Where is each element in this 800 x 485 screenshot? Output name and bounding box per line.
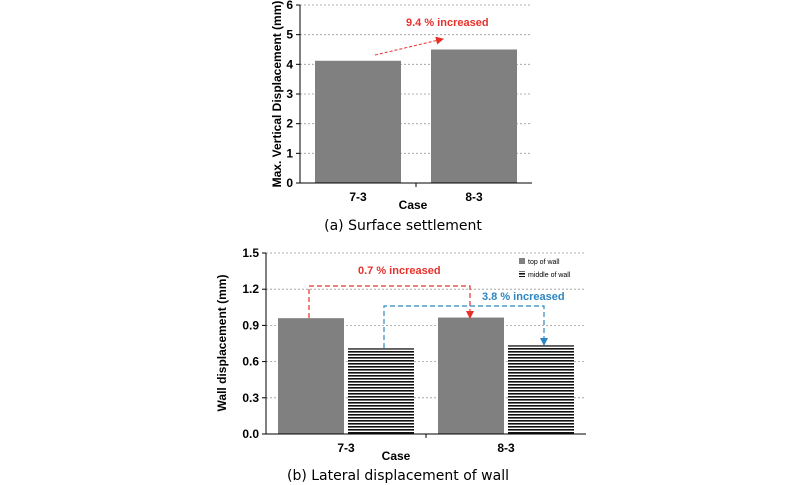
y-tick-label: 5 [286, 28, 293, 42]
y-tick-label: 2 [286, 117, 293, 131]
y-axis-title: Max. Vertical Displacement (mm) [270, 1, 284, 188]
x-tick-label: 8-3 [497, 441, 515, 455]
bars [315, 49, 517, 184]
y-tick-label: 3 [286, 87, 293, 101]
x-tick-label: 7-3 [349, 190, 367, 204]
annotation-bracket-blue [383, 305, 548, 348]
y-tick-label: 4 [286, 57, 293, 71]
x-tick-label: 7-3 [337, 441, 355, 455]
x-tick-labels: 7-3 8-3 [349, 183, 483, 204]
y-axis-title: Wall displacement (mm) [215, 275, 229, 412]
y-tick-label: 1.5 [242, 246, 259, 260]
y-tick-label: 1.2 [242, 282, 259, 296]
caption-b: (b) Lateral displacement of wall [287, 468, 509, 484]
bar-8-3-top-of-wall [438, 317, 504, 434]
bar-8-3-middle-of-wall [508, 345, 574, 434]
y-tick-label: 0.0 [242, 427, 259, 441]
annotation-red: 9.4 % increased [406, 17, 489, 29]
y-tick-label: 0.6 [242, 355, 259, 369]
bars [278, 317, 574, 434]
caption-a: (a) Surface settlement [324, 218, 482, 234]
bar-7-3 [315, 60, 401, 184]
annotation-bracket-red [308, 285, 474, 319]
y-tick-label: 0 [286, 176, 293, 190]
annotation-blue: 3.8 % increased [482, 291, 565, 303]
x-axis-title: Case [399, 198, 428, 212]
annotation-red: 0.7 % increased [358, 265, 441, 277]
bar-7-3-top-of-wall [278, 318, 344, 434]
legend-swatch-middle-of-wall [519, 271, 525, 277]
x-tick-labels: 7-3 8-3 [337, 434, 515, 455]
chart-surface-settlement: 0 1 2 3 4 5 6 7-3 8-3 9.4 % increased Case Max.… [270, 0, 532, 234]
annotation-arrow-red [374, 36, 444, 56]
legend-label-middle-of-wall: middle of wall [528, 272, 571, 279]
y-tick-label: 0.9 [242, 318, 259, 332]
legend-swatch-top-of-wall [519, 258, 525, 264]
x-tick-label: 8-3 [465, 190, 483, 204]
y-tick-labels: 0 1 2 3 4 5 6 [286, 0, 293, 190]
x-axis-title: Case [382, 449, 411, 463]
bar-7-3-middle-of-wall [348, 348, 414, 434]
legend: top of wall middle of wall [519, 258, 571, 279]
bar-8-3 [431, 49, 517, 183]
chart-wall-displacement: 0.0 0.3 0.6 0.9 1.2 1.5 7-3 8-3 0.7 % increase… [215, 246, 586, 484]
y-tick-label: 0.3 [242, 391, 259, 405]
y-tick-label: 1 [286, 146, 293, 160]
y-tick-label: 6 [286, 0, 293, 12]
y-tick-labels: 0.0 0.3 0.6 0.9 1.2 1.5 [242, 246, 259, 441]
legend-label-top-of-wall: top of wall [528, 259, 560, 266]
